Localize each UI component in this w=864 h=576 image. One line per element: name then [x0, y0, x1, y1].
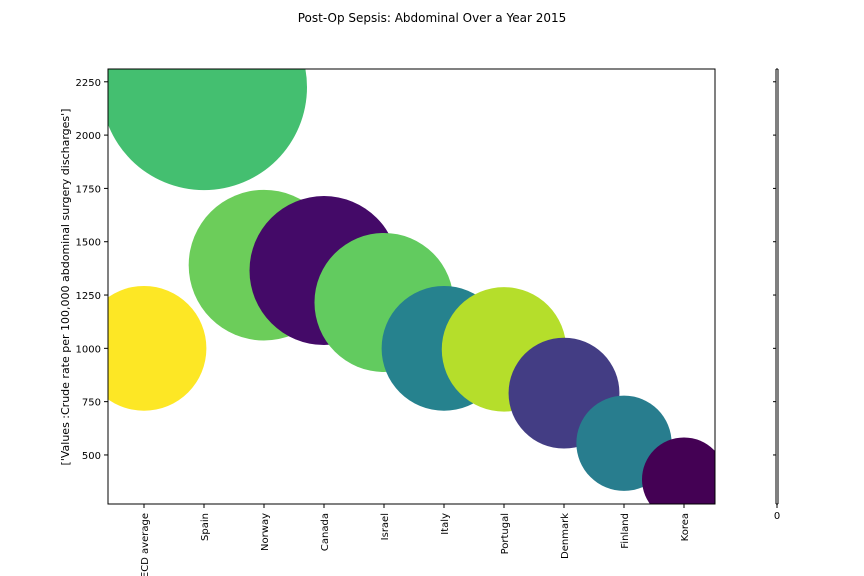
x-tick-label: Spain	[200, 513, 211, 541]
bubble-korea	[642, 437, 715, 504]
y-tick-label: 1000	[76, 344, 101, 355]
bubble-oecd-average	[108, 285, 207, 411]
x-tick-label: Canada	[320, 513, 331, 551]
y-tick-label: 1750	[76, 184, 101, 195]
y-tick-label: 1500	[76, 238, 101, 249]
x-tick-label: Norway	[260, 513, 271, 551]
y-tick-label: 2250	[76, 78, 101, 89]
y-tick-label: 2000	[76, 131, 101, 142]
chart-title: Post-Op Sepsis: Abdominal Over a Year 20…	[298, 11, 566, 25]
x-tick-label: Korea	[680, 513, 691, 541]
y-tick-label: 750	[82, 398, 101, 409]
x-axis: OECD average Spain Norway Canada Israel Italy…	[140, 504, 691, 576]
x-tick-label: Israel	[380, 513, 391, 540]
y-tick-label: 1250	[76, 291, 101, 302]
bubble-spain	[108, 69, 307, 191]
x-tick-label: Italy	[440, 513, 451, 535]
colorbar-tick-label: 0	[774, 511, 780, 522]
y-axis: 500 750 1000 1250 1500 1750 2000 2250	[76, 78, 776, 462]
plot-frame	[107, 68, 716, 505]
bubble-layer	[108, 69, 715, 504]
y-axis-label: ['Values :Crude rate per 100,000 abdomin…	[59, 109, 72, 466]
x-tick-label: OECD average	[140, 513, 151, 576]
y-tick-label: 500	[82, 451, 101, 462]
colorbar: 0	[774, 68, 780, 522]
x-tick-label: Portugal	[500, 513, 511, 554]
x-tick-label: Denmark	[560, 513, 571, 559]
x-tick-label: Finland	[620, 513, 631, 549]
